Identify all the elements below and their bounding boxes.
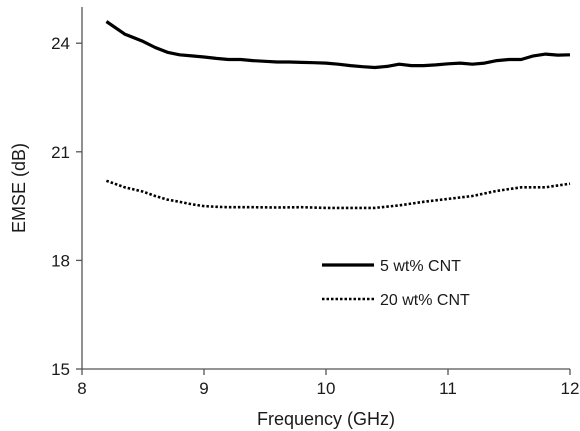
- legend: 5 wt% CNT 20 wt% CNT: [322, 258, 470, 309]
- y-tick-label: 15: [51, 360, 70, 379]
- legend-label-5wt-cnt: 5 wt% CNT: [380, 258, 461, 275]
- y-axis-ticks: 15 18 21 24: [51, 34, 82, 379]
- y-tick-label: 21: [51, 143, 70, 162]
- x-axis-ticks: 8 9 10 11 12: [77, 369, 579, 398]
- x-tick-label: 12: [561, 379, 580, 398]
- y-tick-label: 24: [51, 34, 70, 53]
- y-axis-title: EMSE (dB): [9, 143, 29, 233]
- y-tick-label: 18: [51, 251, 70, 270]
- series-layer: [105, 20, 571, 210]
- x-tick-label: 10: [317, 379, 336, 398]
- series-line-20wt-cnt: [105, 179, 571, 210]
- series-line-5wt-cnt: [105, 20, 571, 70]
- x-tick-label: 9: [199, 379, 208, 398]
- x-tick-label: 8: [77, 379, 86, 398]
- legend-label-20wt-cnt: 20 wt% CNT: [380, 292, 470, 309]
- x-tick-label: 11: [439, 379, 457, 398]
- x-axis-title: Frequency (GHz): [257, 409, 395, 429]
